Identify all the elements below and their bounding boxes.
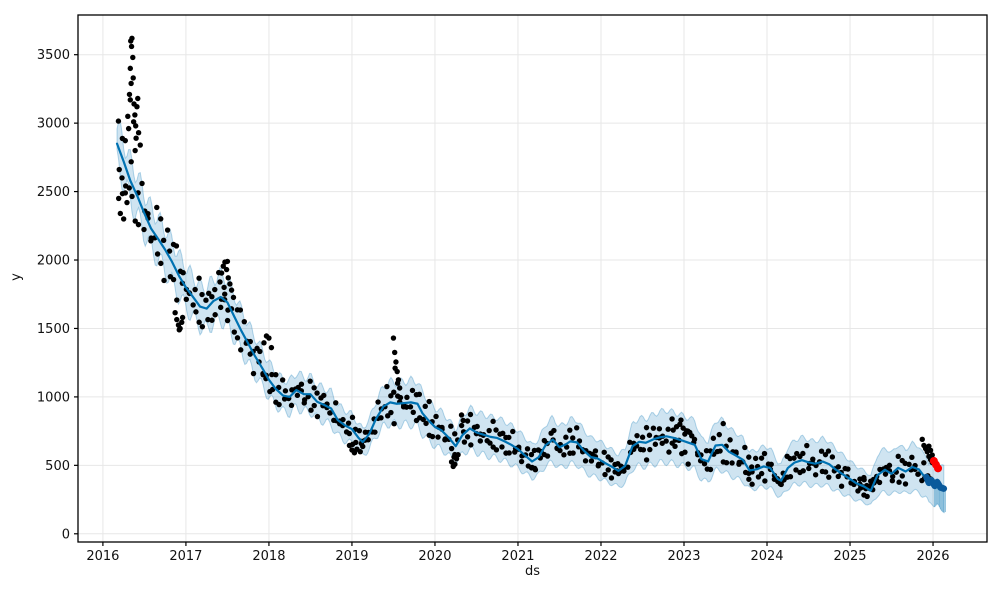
y-tick-label: 1000 bbox=[37, 390, 70, 405]
y-tick-label: 3000 bbox=[37, 117, 70, 132]
x-tick-label: 2021 bbox=[501, 549, 534, 564]
x-tick-label: 2022 bbox=[584, 549, 617, 564]
y-tick-label: 500 bbox=[45, 459, 70, 474]
scatter-points bbox=[115, 35, 936, 500]
tick-marks bbox=[74, 54, 934, 546]
latest-observation-points bbox=[929, 456, 943, 473]
y-tick-label: 2000 bbox=[37, 254, 70, 269]
y-tick-label: 2500 bbox=[37, 185, 70, 200]
x-tick-label: 2019 bbox=[335, 549, 368, 564]
x-tick-label: 2018 bbox=[252, 549, 285, 564]
x-tick-label: 2023 bbox=[667, 549, 700, 564]
y-axis-label: y bbox=[9, 273, 24, 281]
x-tick-label: 2016 bbox=[86, 549, 119, 564]
x-tick-label: 2020 bbox=[418, 549, 451, 564]
y-tick-label: 3500 bbox=[37, 48, 70, 63]
future-forecast-tail bbox=[923, 473, 948, 492]
x-tick-label: 2025 bbox=[833, 549, 866, 564]
y-tick-label: 0 bbox=[62, 527, 70, 542]
y-tick-label: 1500 bbox=[37, 322, 70, 337]
x-tick-label: 2017 bbox=[169, 549, 202, 564]
x-axis-label: ds bbox=[524, 564, 541, 579]
plot-border bbox=[77, 14, 988, 543]
x-tick-label: 2026 bbox=[916, 549, 949, 564]
forecast-line bbox=[115, 142, 928, 492]
x-tick-label: 2024 bbox=[750, 549, 783, 564]
